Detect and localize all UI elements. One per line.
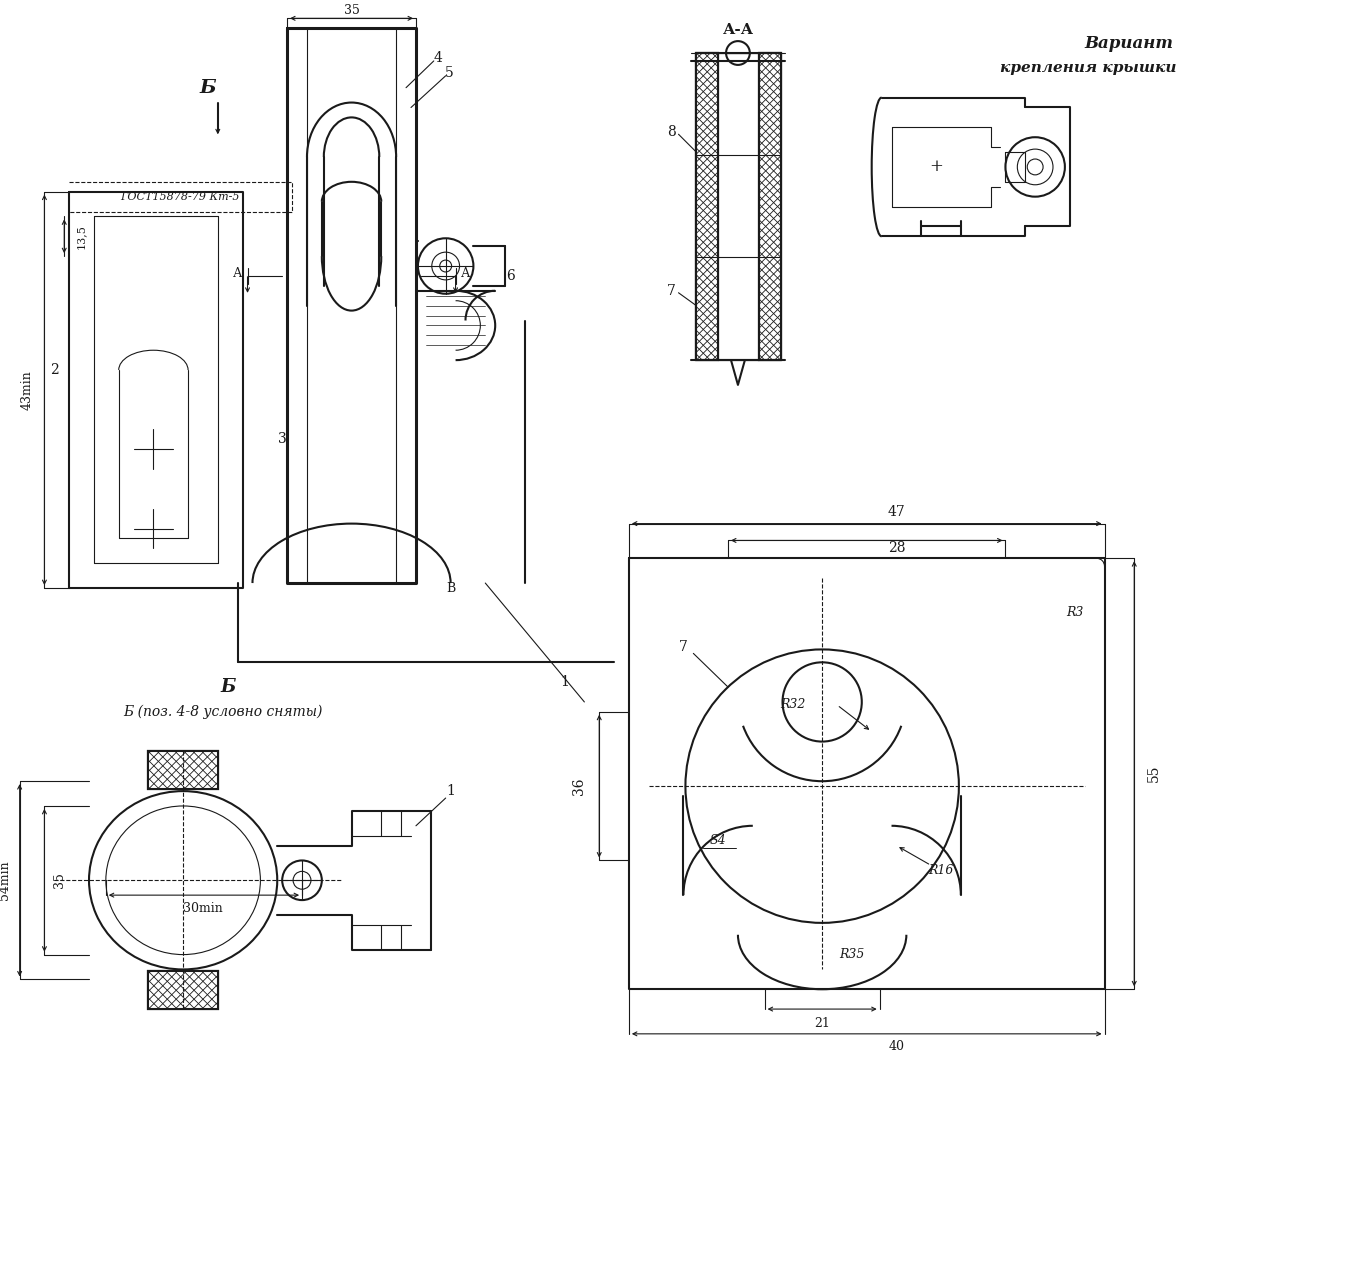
Text: R32: R32 xyxy=(779,698,805,711)
Text: Вариант: Вариант xyxy=(1085,35,1173,51)
Bar xyxy=(149,751,218,790)
Text: В: В xyxy=(446,582,455,594)
Text: крепления крышки: крепления крышки xyxy=(1000,60,1177,74)
Text: 7: 7 xyxy=(667,284,676,298)
Text: А-А: А-А xyxy=(723,23,754,37)
Text: А: А xyxy=(233,267,242,280)
Text: 40: 40 xyxy=(889,1040,904,1053)
Text: R35: R35 xyxy=(839,948,865,962)
Text: 54min: 54min xyxy=(0,860,11,900)
Text: 13,5: 13,5 xyxy=(76,223,87,249)
Bar xyxy=(149,972,218,1009)
Text: 30min: 30min xyxy=(183,901,223,914)
Text: 4: 4 xyxy=(433,51,442,65)
Text: 35: 35 xyxy=(53,872,66,889)
Bar xyxy=(759,53,781,360)
Text: ГОСТ15878-79 Кт-5: ГОСТ15878-79 Кт-5 xyxy=(120,191,239,202)
Text: 28: 28 xyxy=(888,542,905,556)
Text: +: + xyxy=(930,158,943,176)
Text: 55: 55 xyxy=(1147,764,1161,782)
Bar xyxy=(697,53,718,360)
Text: 21: 21 xyxy=(815,1017,831,1031)
Text: 47: 47 xyxy=(888,505,905,519)
Bar xyxy=(149,751,218,790)
Text: 1: 1 xyxy=(560,675,570,690)
Text: R16: R16 xyxy=(928,864,954,877)
Text: 35: 35 xyxy=(344,4,360,17)
Text: 8: 8 xyxy=(667,126,676,139)
Bar xyxy=(149,751,218,790)
Bar xyxy=(149,972,218,1009)
Text: 5: 5 xyxy=(445,65,455,80)
Bar xyxy=(759,53,781,360)
Text: 36: 36 xyxy=(572,777,586,795)
Bar xyxy=(759,53,781,360)
Text: 7: 7 xyxy=(679,641,687,655)
Text: 1: 1 xyxy=(446,785,455,799)
Text: А: А xyxy=(461,267,471,280)
Text: 6: 6 xyxy=(506,268,514,282)
Text: R3: R3 xyxy=(1066,606,1084,619)
Bar xyxy=(149,972,218,1009)
Text: 2: 2 xyxy=(50,363,58,377)
Text: Б: Б xyxy=(200,78,216,96)
Text: S4: S4 xyxy=(710,835,727,847)
Text: Б: Б xyxy=(221,678,235,696)
Bar xyxy=(697,53,718,360)
Text: 43min: 43min xyxy=(22,370,34,410)
Bar xyxy=(697,53,718,360)
Text: Б (поз. 4-8 условно сняты): Б (поз. 4-8 условно сняты) xyxy=(123,705,322,719)
Text: 3: 3 xyxy=(277,433,287,447)
